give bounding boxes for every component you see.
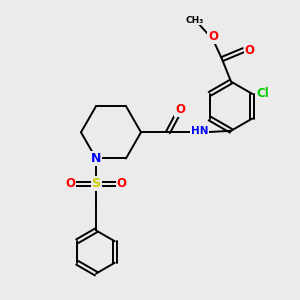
Text: O: O <box>208 30 218 43</box>
Text: O: O <box>116 177 127 190</box>
Text: O: O <box>175 103 185 116</box>
Text: HN: HN <box>191 126 208 136</box>
Text: S: S <box>92 177 100 190</box>
Text: Cl: Cl <box>256 87 269 101</box>
Text: O: O <box>65 177 76 190</box>
Text: O: O <box>244 44 255 57</box>
Text: CH₃: CH₃ <box>186 16 204 25</box>
Text: N: N <box>91 152 101 165</box>
